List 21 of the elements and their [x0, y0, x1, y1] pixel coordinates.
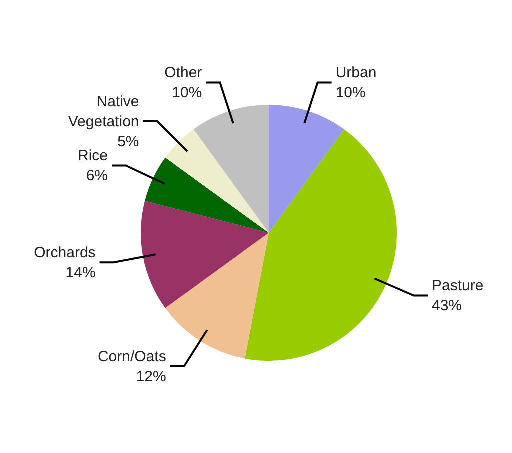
- data-label: 43%: [432, 298, 462, 315]
- pie-slice: [245, 129, 397, 361]
- data-label: 12%: [136, 368, 166, 386]
- pie-slice: [165, 129, 269, 233]
- slice-label: Orchards: [34, 244, 96, 262]
- slice-label: Rice: [78, 148, 108, 165]
- data-label: 5%: [118, 133, 140, 150]
- data-label: 14%: [66, 264, 96, 282]
- pie-slice: [145, 158, 269, 233]
- slice-label: Pasture: [432, 278, 484, 295]
- data-label: 6%: [86, 168, 108, 185]
- pie-slice: [194, 105, 269, 233]
- slice-label: Native Vegetation: [68, 93, 140, 130]
- pie-slice: [269, 105, 344, 233]
- pie-slice: [165, 233, 269, 359]
- slice-label: Other: [164, 64, 202, 82]
- pie-slice: [141, 201, 269, 308]
- data-label: 10%: [336, 84, 366, 102]
- slice-label: Corn/Oats: [98, 348, 166, 366]
- data-label: 10%: [172, 84, 202, 102]
- slice-label: Urban: [336, 64, 377, 82]
